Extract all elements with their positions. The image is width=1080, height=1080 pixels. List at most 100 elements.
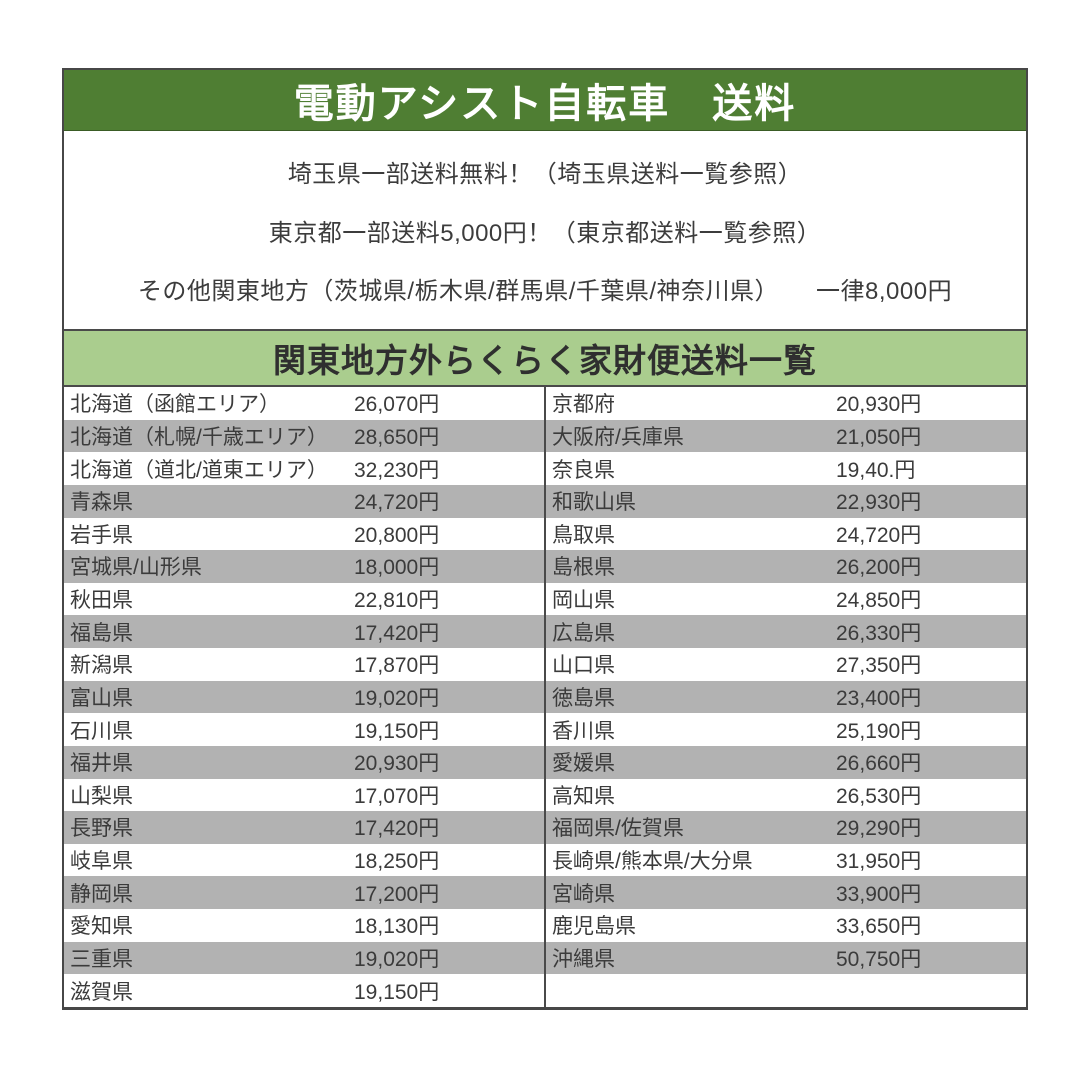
region-label: 山口県 [552, 654, 615, 678]
price-value: 20,930円 [354, 752, 440, 776]
table-row: 青森県 24,720円 [64, 484, 544, 518]
price-value: 24,850円 [836, 589, 922, 613]
table-row: 沖縄県 50,750円 [546, 941, 1026, 975]
region-label: 愛知県 [70, 915, 133, 939]
region-label: 新潟県 [70, 654, 133, 678]
region-label: 徳島県 [552, 686, 615, 710]
region-label: 福島県 [70, 621, 133, 645]
table-row: 静岡県 17,200円 [64, 876, 544, 909]
table-row: 北海道（札幌/千歳エリア） 28,650円 [64, 419, 544, 453]
region-label: 北海道（函館エリア） [70, 393, 280, 417]
region-label: 福岡県/佐賀県 [552, 817, 684, 841]
price-value: 19,150円 [354, 980, 440, 1004]
price-value: 19,020円 [354, 686, 440, 710]
page-title: 電動アシスト自転車 送料 [293, 82, 797, 126]
table-row: 富山県 19,020円 [64, 680, 544, 714]
table-row: 三重県 19,020円 [64, 941, 544, 975]
region-label: 長崎県/熊本県/大分県 [552, 850, 753, 874]
region-label: 北海道（札幌/千歳エリア） [70, 425, 328, 449]
region-label: 滋賀県 [70, 980, 133, 1004]
table-row: 島根県 26,200円 [546, 550, 1026, 583]
table-row: 岡山県 24,850円 [546, 582, 1026, 616]
region-label: 岡山県 [552, 589, 615, 613]
table-column-left: 北海道（函館エリア） 26,070円 北海道（札幌/千歳エリア） 28,650円 北海道… [64, 387, 544, 1007]
region-label: 山梨県 [70, 784, 133, 808]
region-label: 和歌山県 [552, 491, 636, 515]
price-value: 31,950円 [836, 850, 922, 874]
table-row: 大阪府/兵庫県 21,050円 [546, 419, 1026, 453]
region-label: 静岡県 [70, 882, 133, 906]
price-value: 26,660円 [836, 752, 922, 776]
price-value: 33,900円 [836, 882, 922, 906]
price-value: 26,530円 [836, 784, 922, 808]
page-header: 電動アシスト自転車 送料 [64, 70, 1026, 131]
price-value: 18,250円 [354, 850, 440, 874]
note-saitama: 埼玉県一部送料無料！（埼玉県送料一覧参照） [287, 161, 803, 189]
table-section-header: 関東地方外らくらく家財便送料一覧 [64, 329, 1026, 387]
price-value: 17,870円 [354, 654, 440, 678]
price-value: 20,800円 [354, 523, 440, 547]
table-row: 秋田県 22,810円 [64, 582, 544, 616]
table-row: 北海道（道北/道東エリア） 32,230円 [64, 452, 544, 485]
table-row: 長野県 17,420円 [64, 811, 544, 844]
region-label: 高知県 [552, 784, 615, 808]
price-value: 24,720円 [836, 523, 922, 547]
region-label: 奈良県 [552, 458, 615, 482]
price-value: 21,050円 [836, 425, 922, 449]
price-value: 27,350円 [836, 654, 922, 678]
price-value: 26,200円 [836, 556, 922, 580]
region-label: 鹿児島県 [552, 915, 636, 939]
table-row: 岐阜県 18,250円 [64, 843, 544, 877]
price-value: 17,420円 [354, 817, 440, 841]
table-row: 香川県 25,190円 [546, 713, 1026, 746]
table-row: 滋賀県 19,150円 [64, 974, 544, 1007]
table-row: 石川県 19,150円 [64, 713, 544, 746]
region-label: 秋田県 [70, 589, 133, 613]
table-row: 宮崎県 33,900円 [546, 876, 1026, 909]
table-row: 福島県 17,420円 [64, 615, 544, 648]
price-value: 17,200円 [354, 882, 440, 906]
price-value: 19,150円 [354, 719, 440, 743]
region-label: 宮崎県 [552, 882, 615, 906]
table-row: 福井県 20,930円 [64, 745, 544, 779]
price-value: 22,810円 [354, 589, 440, 613]
region-label: 石川県 [70, 719, 133, 743]
price-value: 22,930円 [836, 491, 922, 515]
region-label: 福井県 [70, 752, 133, 776]
note-tokyo: 東京都一部送料5,000円！（東京都送料一覧参照） [268, 219, 822, 247]
shipping-fee-sheet: 電動アシスト自転車 送料 埼玉県一部送料無料！（埼玉県送料一覧参照） 東京都一部… [62, 68, 1028, 1010]
table-row: 鹿児島県 33,650円 [546, 909, 1026, 942]
region-label: 岐阜県 [70, 850, 133, 874]
table-row [546, 974, 1026, 1007]
region-label: 広島県 [552, 621, 615, 645]
table-row: 長崎県/熊本県/大分県 31,950円 [546, 843, 1026, 877]
table-row: 愛媛県 26,660円 [546, 745, 1026, 779]
price-value: 29,290円 [836, 817, 922, 841]
region-label: 三重県 [70, 947, 133, 971]
price-value: 32,230円 [354, 458, 440, 482]
region-label: 香川県 [552, 719, 615, 743]
table-row: 京都府 20,930円 [546, 387, 1026, 420]
table-row: 山口県 27,350円 [546, 648, 1026, 681]
table-row: 和歌山県 22,930円 [546, 484, 1026, 518]
table-row: 愛知県 18,130円 [64, 909, 544, 942]
price-value: 17,420円 [354, 621, 440, 645]
region-label: 大阪府/兵庫県 [552, 425, 684, 449]
table-row: 岩手県 20,800円 [64, 517, 544, 551]
table-row: 山梨県 17,070円 [64, 778, 544, 812]
region-label: 岩手県 [70, 523, 133, 547]
price-value: 26,330円 [836, 621, 922, 645]
region-label: 沖縄県 [552, 947, 615, 971]
table-row: 新潟県 17,870円 [64, 648, 544, 681]
price-value: 24,720円 [354, 491, 440, 515]
table-row: 福岡県/佐賀県 29,290円 [546, 811, 1026, 844]
price-value: 20,930円 [836, 393, 922, 417]
region-label: 鳥取県 [552, 523, 615, 547]
table-row: 鳥取県 24,720円 [546, 517, 1026, 551]
region-label: 富山県 [70, 686, 133, 710]
price-value: 28,650円 [354, 425, 440, 449]
table-row: 高知県 26,530円 [546, 778, 1026, 812]
region-label: 愛媛県 [552, 752, 615, 776]
note-other-kanto: その他関東地方（茨城県/栃木県/群馬県/千葉県/神奈川県） 一律8,000円 [137, 277, 953, 305]
table-column-right: 京都府 20,930円 大阪府/兵庫県 21,050円 奈良県 19,40.円 和歌山県 22… [546, 387, 1026, 1007]
